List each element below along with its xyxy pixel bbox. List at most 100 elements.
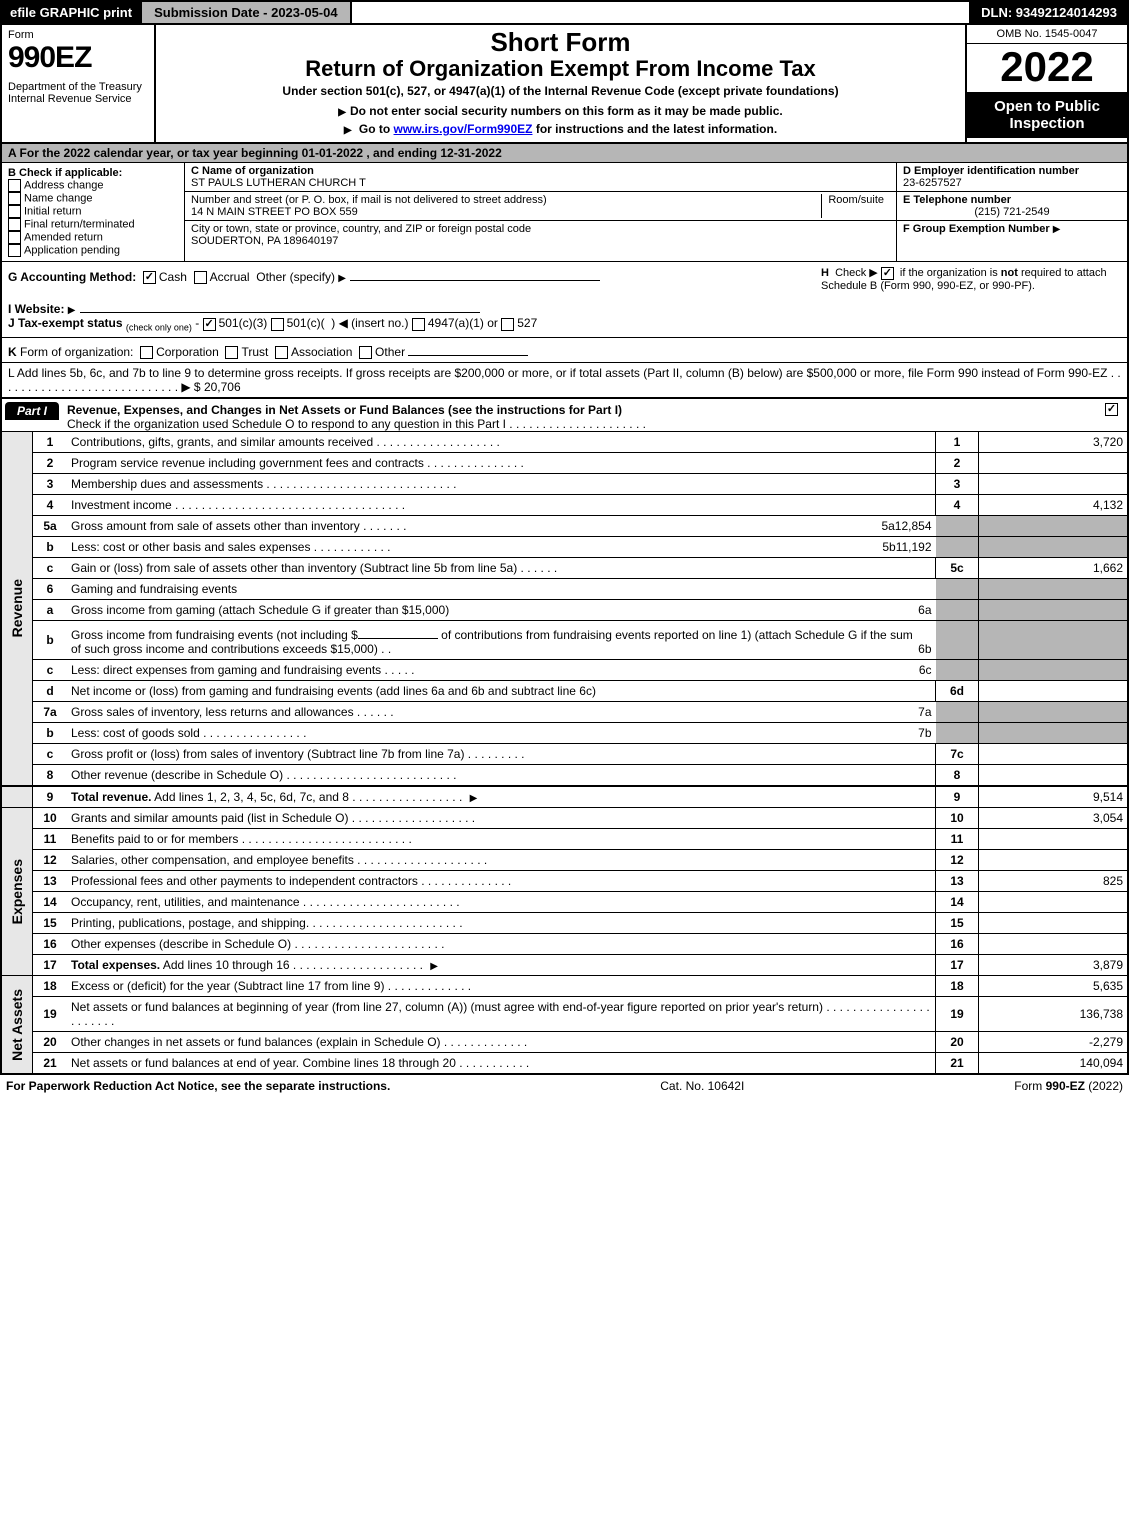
b-item-4: Amended return [24, 231, 103, 243]
footer-left: For Paperwork Reduction Act Notice, see … [6, 1079, 390, 1093]
g-cash: Cash [159, 270, 187, 284]
shade6c [936, 660, 979, 681]
sn6a: 6a [918, 603, 931, 617]
n21: 21 [936, 1053, 979, 1075]
v12 [979, 850, 1129, 871]
d18: Excess or (deficit) for the year (Subtra… [71, 979, 471, 993]
row-15: 15Printing, publications, postage, and s… [1, 913, 1128, 934]
v10: 3,054 [979, 808, 1129, 829]
row-12: 12Salaries, other compensation, and empl… [1, 850, 1128, 871]
sv5b: 11,192 [896, 540, 932, 554]
c-street-value: 14 N MAIN STREET PO BOX 559 [191, 206, 358, 218]
c-street-label: Number and street (or P. O. box, if mail… [191, 194, 547, 206]
col-d: D Employer identification number 23-6257… [897, 163, 1127, 261]
row-6a: aGross income from gaming (attach Schedu… [1, 600, 1128, 621]
chk-527[interactable] [501, 318, 514, 331]
chk-amended-return[interactable] [8, 231, 21, 244]
shade7a [936, 702, 979, 723]
l-text: L Add lines 5b, 6c, and 7b to line 9 to … [8, 366, 1121, 394]
return-title: Return of Organization Exempt From Incom… [166, 56, 955, 82]
chk-application-pending[interactable] [8, 244, 21, 257]
row-11: 11Benefits paid to or for members . . . … [1, 829, 1128, 850]
shadev6 [979, 579, 1129, 600]
chk-assoc[interactable] [275, 346, 288, 359]
g-other-arrow-icon [338, 270, 350, 284]
page-footer: For Paperwork Reduction Act Notice, see … [0, 1075, 1129, 1097]
chk-trust[interactable] [225, 346, 238, 359]
chk-4947[interactable] [412, 318, 425, 331]
row-9: 9Total revenue. Add lines 1, 2, 3, 4, 5c… [1, 786, 1128, 808]
chk-part1-schedule-o[interactable] [1105, 403, 1118, 416]
chk-name-change[interactable] [8, 192, 21, 205]
row-6d: dNet income or (loss) from gaming and fu… [1, 681, 1128, 702]
top-bar: efile GRAPHIC print Submission Date - 20… [0, 0, 1129, 23]
n4: 4 [936, 495, 979, 516]
chk-other-org[interactable] [359, 346, 372, 359]
n10: 10 [936, 808, 979, 829]
n2: 2 [936, 453, 979, 474]
row-4: 4Investment income . . . . . . . . . . .… [1, 495, 1128, 516]
shadev5a [979, 516, 1129, 537]
shade6b [936, 621, 979, 660]
d5b: Less: cost or other basis and sales expe… [71, 540, 882, 554]
v1: 3,720 [979, 432, 1129, 453]
col-b: B Check if applicable: Address change Na… [2, 163, 185, 261]
c-city-row: City or town, state or province, country… [185, 221, 896, 249]
part1-title-text: Revenue, Expenses, and Changes in Net As… [67, 403, 622, 417]
k-other-input[interactable] [408, 341, 528, 356]
chk-accrual[interactable] [194, 271, 207, 284]
d1: Contributions, gifts, grants, and simila… [71, 435, 500, 449]
d6b1: Gross income from fundraising events (no… [71, 628, 358, 642]
d-group-label: F Group Exemption Number [903, 223, 1050, 235]
v13: 825 [979, 871, 1129, 892]
v11 [979, 829, 1129, 850]
j-tax-exempt: J Tax-exempt status (check only one) - 5… [8, 316, 537, 330]
d17-b: Total expenses. [71, 958, 160, 972]
chk-h-not-required[interactable] [881, 267, 894, 280]
part1-table: Revenue 1Contributions, gifts, grants, a… [0, 432, 1129, 1075]
chk-address-change[interactable] [8, 179, 21, 192]
g-other-input[interactable] [350, 266, 600, 281]
g-label: G Accounting Method: [8, 270, 136, 284]
row-5c: cGain or (loss) from sale of assets othe… [1, 558, 1128, 579]
chk-final-return[interactable] [8, 218, 21, 231]
chk-501c3[interactable] [203, 318, 216, 331]
part1-checkbox-wrap [1099, 399, 1127, 419]
sidebar-rev-end [1, 786, 33, 808]
submission-date-pill: Submission Date - 2023-05-04 [142, 2, 352, 23]
sidebar-revenue-text: Revenue [6, 579, 28, 637]
d7a: Gross sales of inventory, less returns a… [71, 705, 918, 719]
chk-initial-return[interactable] [8, 205, 21, 218]
shadev7b [979, 723, 1129, 744]
d6: Gaming and fundraising events [71, 582, 237, 596]
v19: 136,738 [979, 997, 1129, 1032]
n13: 13 [936, 871, 979, 892]
form-word: Form [8, 29, 148, 41]
row-5b: bLess: cost or other basis and sales exp… [1, 537, 1128, 558]
d-tel-label: E Telephone number [903, 194, 1011, 206]
b-item-3: Final return/terminated [24, 218, 135, 230]
n19: 19 [936, 997, 979, 1032]
n17: 17 [936, 955, 979, 976]
tax-year: 2022 [967, 44, 1127, 92]
irs-link[interactable]: www.irs.gov/Form990EZ [394, 122, 533, 136]
row-1: Revenue 1Contributions, gifts, grants, a… [1, 432, 1128, 453]
i-website-input[interactable] [80, 298, 480, 313]
d6d: Net income or (loss) from gaming and fun… [71, 684, 596, 698]
chk-corp[interactable] [140, 346, 153, 359]
arrow17-icon [426, 958, 438, 972]
chk-cash[interactable] [143, 271, 156, 284]
chk-501c[interactable] [271, 318, 284, 331]
shade5a [936, 516, 979, 537]
shadev6a [979, 600, 1129, 621]
sidebar-revenue: Revenue [1, 432, 33, 786]
v16 [979, 934, 1129, 955]
row-2: 2Program service revenue including gover… [1, 453, 1128, 474]
row-6c: cLess: direct expenses from gaming and f… [1, 660, 1128, 681]
efile-print-button[interactable]: efile GRAPHIC print [2, 2, 142, 23]
c-name-label: C Name of organization [191, 165, 314, 177]
i-6b-contrib[interactable] [358, 624, 438, 639]
part1-title: Revenue, Expenses, and Changes in Net As… [67, 399, 646, 431]
form-number: 990EZ [8, 41, 148, 75]
c-name-value: ST PAULS LUTHERAN CHURCH T [191, 177, 366, 189]
